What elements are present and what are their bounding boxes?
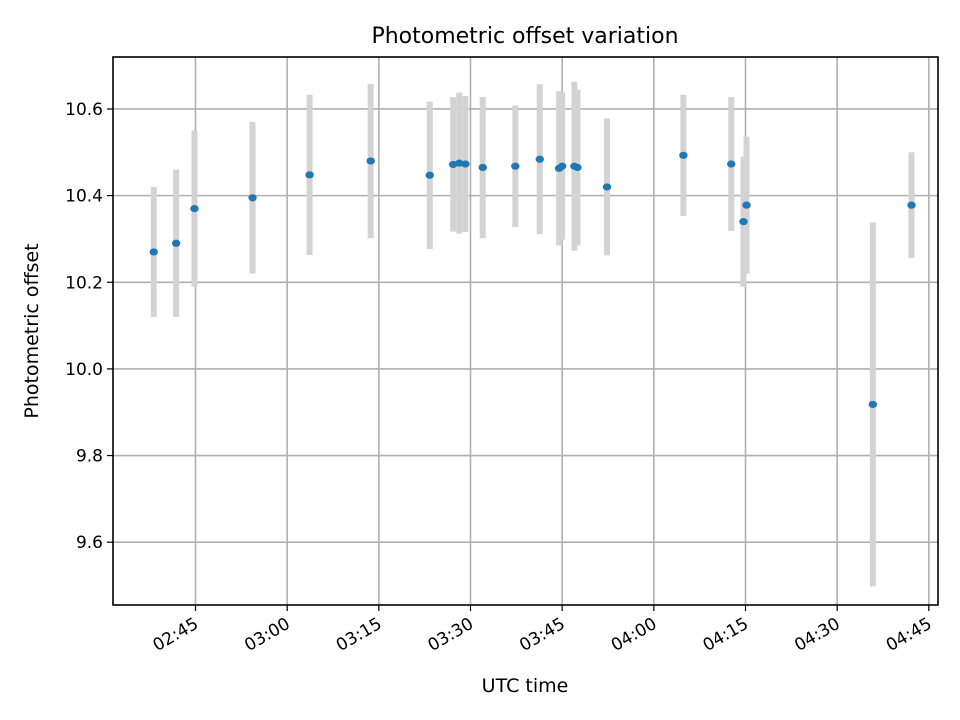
data-point (171, 239, 181, 247)
data-point (742, 201, 751, 209)
chart-title: Photometric offset variation (371, 24, 678, 49)
y-axis-label: Photometric offset (21, 243, 43, 418)
data-point (907, 201, 916, 209)
y-tick-label: 10.6 (65, 100, 103, 120)
data-point (366, 157, 375, 165)
data-point (478, 163, 487, 172)
data-point (727, 160, 736, 168)
data-point (425, 171, 434, 179)
plot-frame (112, 56, 939, 606)
data-point (573, 163, 582, 172)
data-point (511, 162, 520, 170)
x-axis-label: UTC time (482, 675, 569, 697)
data-point (535, 155, 544, 163)
data-point (461, 160, 470, 168)
y-tick-label: 10.4 (65, 187, 103, 207)
data-point (679, 151, 688, 159)
data-point (868, 400, 878, 409)
y-tick-label: 10.2 (65, 273, 103, 293)
grid-layer (113, 57, 938, 605)
data-point (190, 205, 199, 213)
y-tick-label: 9.6 (76, 533, 103, 553)
data-point (739, 218, 748, 226)
y-tick-label: 10.0 (65, 360, 103, 380)
y-tick-label: 9.8 (76, 447, 103, 467)
data-point (248, 194, 257, 202)
data-point (602, 183, 612, 191)
data-point (305, 171, 314, 179)
data-point (557, 162, 567, 170)
point-layer (149, 151, 916, 409)
data-point (149, 248, 158, 256)
